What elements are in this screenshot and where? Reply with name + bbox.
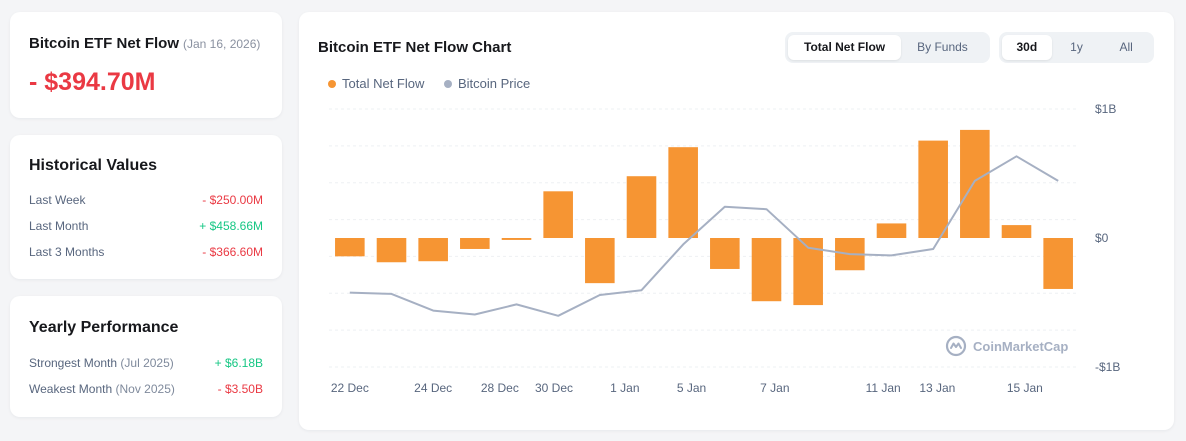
yearly-performance-title: Yearly Performance	[29, 319, 179, 336]
hist-row-last-month: Last Month + $458.66M	[29, 219, 263, 233]
historical-values-card: Historical Values Last Week - $250.00M L…	[10, 135, 282, 279]
x-tick-label: 1 Jan	[610, 381, 639, 395]
range-all[interactable]: All	[1119, 40, 1133, 54]
net-flow-date: (Jan 16, 2026)	[183, 37, 261, 51]
bitcoin-price-line[interactable]	[349, 155, 1059, 317]
flow-bar[interactable]	[501, 238, 532, 240]
range-30d[interactable]: 30d	[1002, 35, 1052, 60]
y-tick-label: -$1B	[1095, 360, 1120, 374]
legend-dot-icon	[444, 79, 452, 88]
x-tick-label: 11 Jan	[866, 381, 901, 395]
yearly-performance-card: Yearly Performance Strongest Month (Jul …	[10, 296, 282, 417]
flow-bar[interactable]	[1001, 225, 1032, 238]
hist-label: Last Month	[29, 219, 89, 233]
hist-value: - $366.60M	[202, 245, 263, 259]
coinmarketcap-logo-icon	[945, 335, 967, 357]
historical-values-title: Historical Values	[29, 157, 158, 174]
legend-item-bitcoin-price[interactable]: Bitcoin Price	[444, 76, 530, 91]
flow-type-toggle: Total Net Flow By Funds	[785, 32, 990, 63]
net-flow-title: Bitcoin ETF Net Flow (Jan 16, 2026)	[29, 35, 260, 52]
yearly-label: Weakest Month (Nov 2025)	[29, 382, 175, 396]
x-tick-label: 7 Jan	[760, 381, 789, 395]
range-1y[interactable]: 1y	[1070, 40, 1083, 54]
flow-bar[interactable]	[543, 191, 573, 238]
flow-bar[interactable]	[418, 238, 448, 262]
y-tick-label: $0	[1095, 231, 1109, 245]
x-tick-label: 13 Jan	[919, 381, 955, 395]
flow-bar[interactable]	[960, 129, 990, 238]
net-flow-title-text: Bitcoin ETF Net Flow	[29, 35, 179, 52]
flow-bar[interactable]	[918, 140, 948, 238]
yearly-period: (Jul 2025)	[120, 356, 174, 370]
hist-label: Last 3 Months	[29, 245, 105, 259]
yearly-row-weakest: Weakest Month (Nov 2025) - $3.50B	[29, 382, 263, 396]
hist-row-last-week: Last Week - $250.00M	[29, 193, 263, 207]
legend-item-net-flow[interactable]: Total Net Flow	[328, 76, 424, 91]
yearly-period: (Nov 2025)	[115, 382, 175, 396]
tab-by-funds[interactable]: By Funds	[917, 40, 968, 54]
chart-title: Bitcoin ETF Net Flow Chart	[318, 39, 512, 56]
yearly-label: Strongest Month (Jul 2025)	[29, 356, 174, 370]
x-tick-label: 22 Dec	[331, 381, 369, 395]
flow-bar[interactable]	[460, 238, 490, 249]
hist-label: Last Week	[29, 193, 86, 207]
yearly-label-text: Strongest Month	[29, 356, 118, 370]
yearly-label-text: Weakest Month	[29, 382, 113, 396]
flow-bar[interactable]	[710, 238, 740, 269]
coinmarketcap-watermark: CoinMarketCap	[945, 335, 1068, 357]
flow-bar[interactable]	[376, 238, 407, 263]
yearly-value: + $6.18B	[214, 356, 263, 370]
legend-dot-icon	[328, 79, 336, 88]
net-flow-value: - $394.70M	[29, 68, 156, 96]
hist-value: - $250.00M	[202, 193, 263, 207]
hist-value: + $458.66M	[199, 219, 263, 233]
flow-bar[interactable]	[585, 238, 615, 284]
flow-bar[interactable]	[1043, 238, 1073, 289]
flow-bar[interactable]	[626, 176, 657, 238]
hist-row-last-3-months: Last 3 Months - $366.60M	[29, 245, 263, 259]
legend-label: Total Net Flow	[342, 76, 425, 91]
range-toggle: 30d 1y All	[999, 32, 1154, 63]
x-tick-label: 24 Dec	[414, 381, 452, 395]
net-flow-chart-card: Bitcoin ETF Net Flow Chart Total Net Flo…	[299, 12, 1174, 430]
net-flow-chart[interactable]: $1B $0 -$1B 22 Dec 24 Dec 28 Dec 30 Dec 1 Jan 5…	[299, 12, 1174, 430]
x-tick-label: 15 Jan	[1007, 381, 1043, 395]
flow-bar[interactable]	[751, 238, 782, 302]
legend-label: Bitcoin Price	[458, 76, 531, 91]
yearly-row-strongest: Strongest Month (Jul 2025) + $6.18B	[29, 356, 263, 370]
tab-total-net-flow[interactable]: Total Net Flow	[788, 35, 902, 60]
net-flow-card: Bitcoin ETF Net Flow (Jan 16, 2026) - $39…	[10, 12, 282, 118]
flow-bar[interactable]	[335, 238, 365, 257]
flow-bar[interactable]	[668, 147, 698, 238]
x-tick-label: 28 Dec	[481, 381, 519, 395]
flow-bar[interactable]	[876, 223, 907, 238]
x-tick-label: 30 Dec	[535, 381, 573, 395]
watermark-text: CoinMarketCap	[973, 338, 1069, 354]
yearly-value: - $3.50B	[217, 382, 263, 396]
x-tick-label: 5 Jan	[677, 381, 706, 395]
y-tick-label: $1B	[1095, 102, 1116, 116]
